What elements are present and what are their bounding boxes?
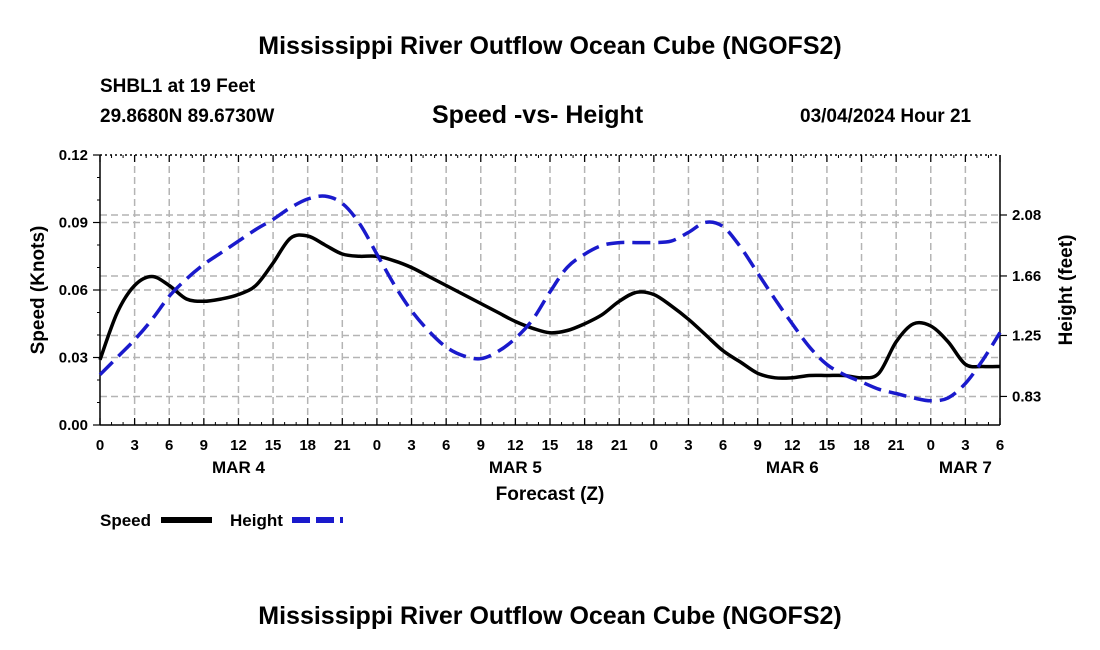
- x-tick-label: 0: [650, 437, 658, 454]
- y2-tick-label: 1.25: [1012, 327, 1041, 344]
- y-tick-label: 0.03: [59, 350, 88, 367]
- x-tick-label: 0: [373, 437, 381, 454]
- legend-label-speed: Speed: [100, 511, 151, 530]
- chart-title: Mississippi River Outflow Ocean Cube (NG…: [258, 32, 842, 60]
- footer-title: Mississippi River Outflow Ocean Cube (NG…: [258, 602, 842, 630]
- y-tick-label: 0.09: [59, 215, 88, 232]
- day-label: MAR 5: [489, 458, 542, 477]
- day-label: MAR 4: [212, 458, 265, 477]
- x-tick-label: 6: [719, 437, 727, 454]
- series-line-height: [98, 194, 1002, 403]
- y2-tick-label: 1.66: [1012, 268, 1041, 285]
- day-label: MAR 6: [766, 458, 819, 477]
- x-tick-label: 12: [230, 437, 247, 454]
- x-tick-label: 12: [784, 437, 801, 454]
- x-tick-label: 21: [334, 437, 351, 454]
- y2-tick-label: 2.08: [1012, 207, 1041, 224]
- y-tick-label: 0.12: [59, 147, 88, 164]
- x-tick-label: 9: [477, 437, 485, 454]
- legend-label-height: Height: [230, 511, 283, 530]
- day-label: MAR 7: [939, 458, 992, 477]
- x-tick-label: 18: [853, 437, 870, 454]
- x-tick-label: 15: [542, 437, 559, 454]
- x-tick-label: 6: [996, 437, 1004, 454]
- x-tick-label: 3: [961, 437, 969, 454]
- y2-axis-title: Height (feet): [1056, 235, 1077, 346]
- x-tick-label: 3: [684, 437, 692, 454]
- x-tick-label: 21: [888, 437, 905, 454]
- date-label: 03/04/2024 Hour 21: [800, 106, 972, 127]
- x-tick-label: 18: [299, 437, 316, 454]
- chart-subtitle: Speed -vs- Height: [432, 101, 644, 129]
- coordinates-label: 29.8680N 89.6730W: [100, 106, 275, 127]
- x-tick-label: 3: [130, 437, 138, 454]
- station-label: SHBL1 at 19 Feet: [100, 76, 256, 97]
- y2-tick-label: 0.83: [1012, 388, 1041, 405]
- x-tick-label: 0: [927, 437, 935, 454]
- y-tick-label: 0.06: [59, 282, 88, 299]
- x-tick-label: 0: [96, 437, 104, 454]
- x-tick-label: 18: [576, 437, 593, 454]
- x-tick-label: 12: [507, 437, 524, 454]
- y-axis-title: Speed (Knots): [28, 226, 49, 355]
- x-tick-label: 3: [407, 437, 415, 454]
- x-axis-title: Forecast (Z): [496, 484, 605, 505]
- x-tick-label: 6: [165, 437, 173, 454]
- x-tick-label: 21: [611, 437, 628, 454]
- x-tick-label: 9: [200, 437, 208, 454]
- y-tick-label: 0.00: [59, 417, 88, 434]
- x-tick-label: 15: [265, 437, 282, 454]
- x-tick-label: 15: [819, 437, 836, 454]
- x-tick-label: 9: [754, 437, 762, 454]
- x-tick-label: 6: [442, 437, 450, 454]
